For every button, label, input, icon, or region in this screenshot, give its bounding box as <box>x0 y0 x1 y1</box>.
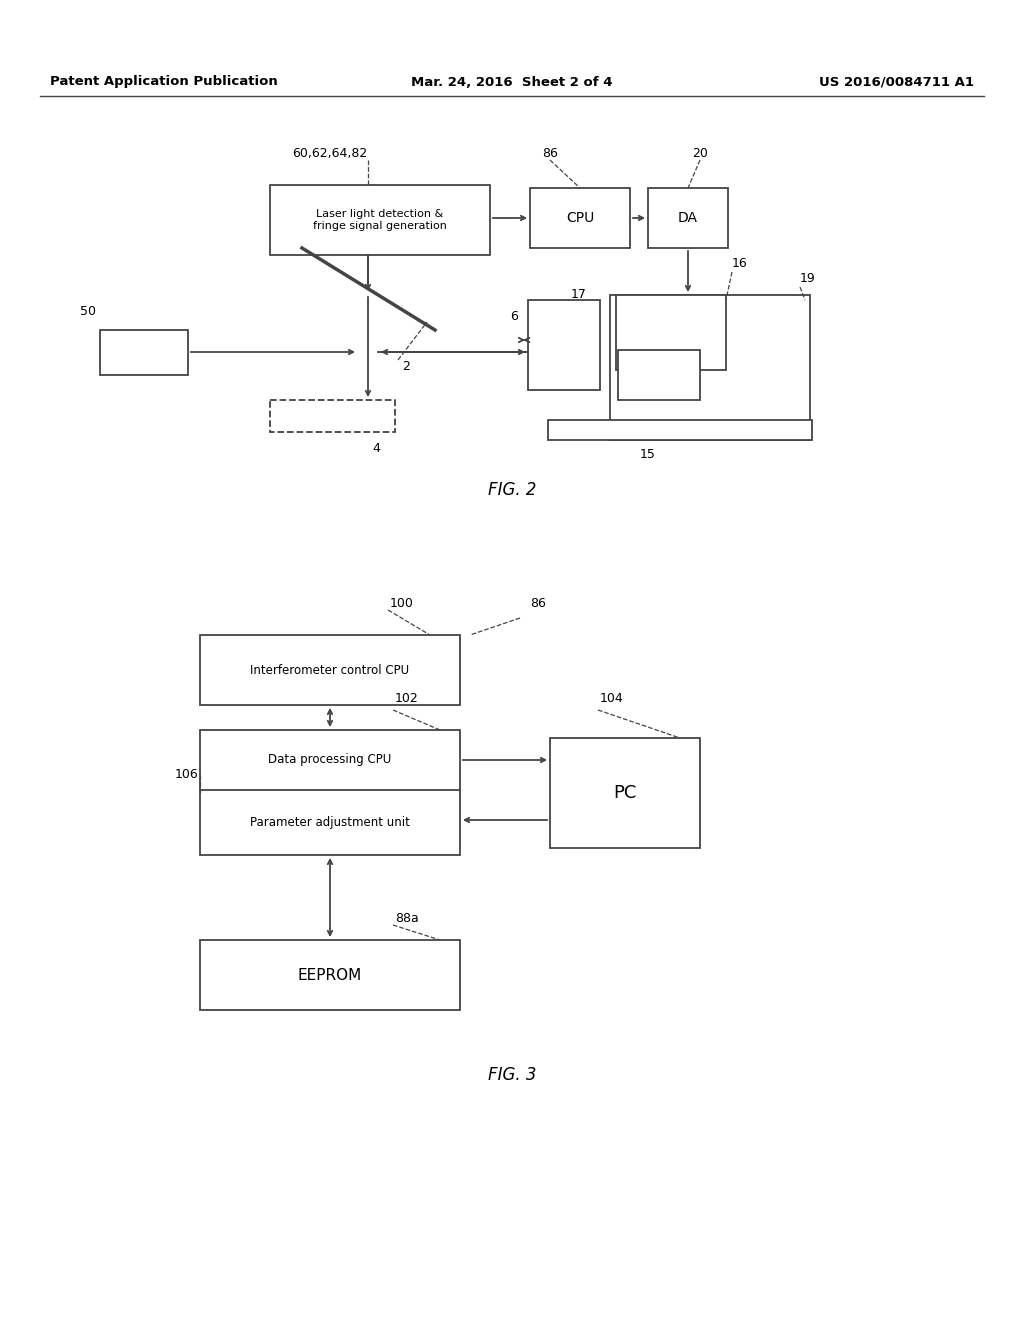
Bar <box>270 400 395 432</box>
Bar <box>618 350 700 400</box>
Text: US 2016/0084711 A1: US 2016/0084711 A1 <box>819 75 974 88</box>
Bar <box>100 330 188 375</box>
Text: Parameter adjustment unit: Parameter adjustment unit <box>250 816 410 829</box>
Text: 4: 4 <box>372 442 380 455</box>
Text: 50: 50 <box>80 305 96 318</box>
Bar <box>270 185 490 255</box>
Bar <box>200 635 460 705</box>
Bar <box>648 187 728 248</box>
Text: FIG. 2: FIG. 2 <box>487 480 537 499</box>
Text: 88a: 88a <box>395 912 419 925</box>
Text: 19: 19 <box>800 272 816 285</box>
Bar <box>200 730 460 855</box>
Text: Data processing CPU: Data processing CPU <box>268 754 391 767</box>
Text: Interferometer control CPU: Interferometer control CPU <box>251 664 410 676</box>
Text: Patent Application Publication: Patent Application Publication <box>50 75 278 88</box>
Text: 100: 100 <box>390 597 414 610</box>
Bar <box>528 300 600 389</box>
Text: 102: 102 <box>395 692 419 705</box>
Text: 16: 16 <box>732 257 748 271</box>
Text: 20: 20 <box>692 147 708 160</box>
Text: FIG. 3: FIG. 3 <box>487 1067 537 1084</box>
Text: CPU: CPU <box>566 211 594 224</box>
Text: PC: PC <box>613 784 637 803</box>
Text: 106: 106 <box>175 768 199 781</box>
Text: 6: 6 <box>510 309 518 322</box>
Bar <box>548 420 812 440</box>
Text: 17: 17 <box>571 289 587 301</box>
Bar <box>200 940 460 1010</box>
Text: 86: 86 <box>542 147 558 160</box>
Text: 86: 86 <box>530 597 546 610</box>
Bar <box>550 738 700 847</box>
Text: Mar. 24, 2016  Sheet 2 of 4: Mar. 24, 2016 Sheet 2 of 4 <box>412 75 612 88</box>
Text: 104: 104 <box>600 692 624 705</box>
Text: EEPROM: EEPROM <box>298 968 362 982</box>
Text: 15: 15 <box>640 447 656 461</box>
Text: 60,62,64,82: 60,62,64,82 <box>293 147 368 160</box>
Text: DA: DA <box>678 211 698 224</box>
Text: 2: 2 <box>402 360 410 374</box>
Text: Laser light detection &
fringe signal generation: Laser light detection & fringe signal ge… <box>313 209 446 231</box>
Bar <box>610 294 810 440</box>
Bar <box>530 187 630 248</box>
Bar <box>616 294 726 370</box>
